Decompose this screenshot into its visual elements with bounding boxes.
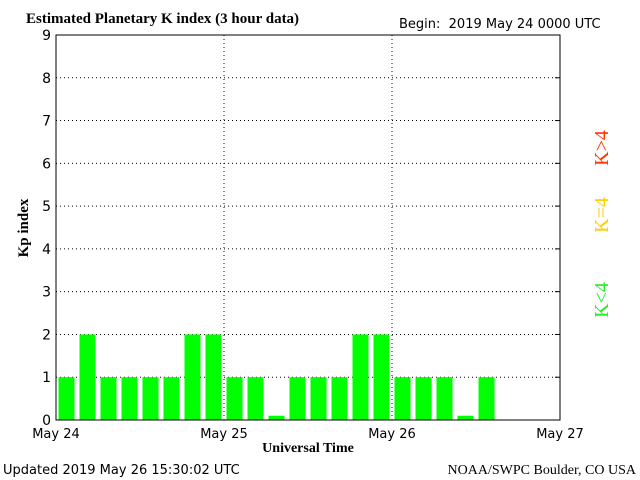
bar (478, 377, 495, 420)
legend-entry: K=4 (591, 197, 613, 233)
bar (436, 377, 453, 420)
y-tick-label: 9 (42, 28, 51, 44)
y-tick-label: 4 (42, 242, 51, 258)
bar (331, 377, 348, 420)
y-tick-label: 3 (42, 285, 51, 301)
bar (142, 377, 159, 420)
bar (205, 334, 222, 420)
footer-right: NOAA/SWPC Boulder, CO USA (448, 463, 637, 478)
bar (226, 377, 243, 420)
y-axis-label: Kp index (16, 198, 32, 257)
bar (163, 377, 180, 420)
bar (415, 377, 432, 420)
legend-entry: K<4 (591, 282, 613, 318)
bar (184, 334, 201, 420)
x-tick-label: May 24 (32, 427, 80, 442)
y-tick-label: 0 (42, 413, 51, 429)
bar (268, 415, 285, 420)
x-tick-label: May 26 (368, 427, 416, 442)
bar (352, 334, 369, 420)
y-tick-label: 5 (42, 199, 51, 215)
y-tick-label: 1 (42, 370, 51, 386)
bar (58, 377, 75, 420)
bar (121, 377, 138, 420)
bar (373, 334, 390, 420)
bar (457, 415, 474, 420)
y-tick-label: 8 (42, 71, 51, 87)
bar (310, 377, 327, 420)
bar (79, 334, 96, 420)
plot-border (55, 34, 561, 421)
y-tick-label: 7 (42, 114, 51, 130)
bar (100, 377, 117, 420)
y-tick-label: 2 (42, 327, 51, 343)
x-axis-label: Universal Time (262, 441, 354, 456)
chart-subtitle: Begin: 2019 May 24 0000 UTC (399, 17, 601, 32)
chart-title: Estimated Planetary K index (3 hour data… (26, 11, 299, 27)
bar (394, 377, 411, 420)
footer-left: Updated 2019 May 26 15:30:02 UTC (3, 463, 240, 478)
x-tick-label: May 27 (536, 427, 584, 442)
legend-entry: K>4 (591, 130, 613, 166)
y-tick-label: 6 (42, 156, 51, 172)
x-tick-label: May 25 (200, 427, 248, 442)
bar (289, 377, 306, 420)
bar (247, 377, 264, 420)
